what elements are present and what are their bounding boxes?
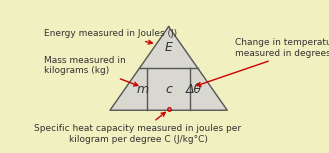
Text: Specific heat capacity measured in joules per
kilogram per degree C (J/kg°C): Specific heat capacity measured in joule… [35, 112, 241, 144]
Text: m: m [137, 83, 149, 96]
Text: Change in temperature  change
measured in degrees C (°C): Change in temperature change measured in… [197, 38, 329, 86]
Text: Mass measured in
kilograms (kg): Mass measured in kilograms (kg) [44, 56, 138, 86]
Polygon shape [110, 27, 227, 110]
Text: Δθ: Δθ [186, 83, 202, 96]
Text: E: E [165, 41, 172, 54]
Text: Energy measured in Joules (J): Energy measured in Joules (J) [44, 29, 177, 44]
Text: c: c [165, 83, 172, 96]
